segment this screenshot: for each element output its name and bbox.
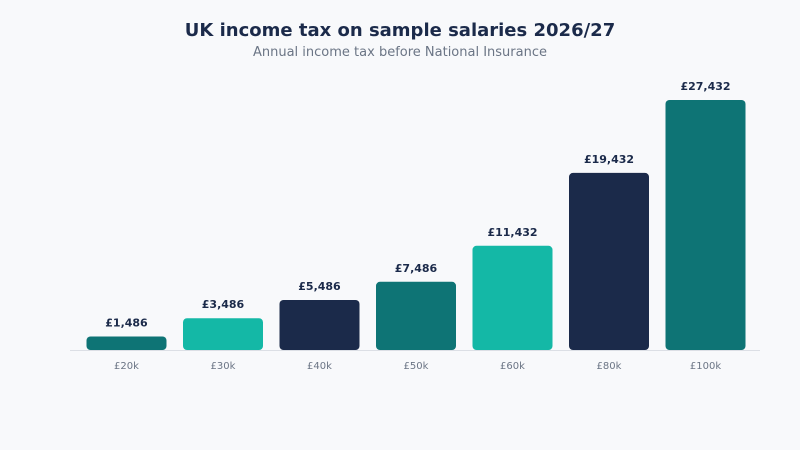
bar-0 — [86, 336, 167, 350]
value-label-1: £3,486 — [202, 298, 245, 311]
value-label-5: £19,432 — [584, 153, 634, 166]
value-label-6: £27,432 — [680, 80, 730, 93]
value-label-4: £11,432 — [487, 226, 537, 239]
bar-3 — [376, 281, 456, 350]
x-tick-label-4: £60k — [500, 361, 525, 372]
chart-subtitle: Annual income tax before National Insura… — [253, 45, 547, 60]
value-label-0: £1,486 — [105, 317, 148, 330]
x-tick-label-0: £20k — [114, 361, 139, 372]
x-tick-label-1: £30k — [211, 361, 236, 372]
x-tick-label-5: £80k — [597, 361, 622, 372]
bar-6 — [665, 100, 746, 350]
bar-1 — [183, 318, 263, 350]
x-tick-label-2: £40k — [307, 361, 332, 372]
labels-group: £1,486 £20k £3,486 £30k £5,486 £40k £7,486 £50k… — [105, 80, 730, 372]
chart-title: UK income tax on sample salaries 2026/27 — [185, 20, 615, 41]
bar-5 — [569, 172, 649, 350]
x-tick-label-6: £100k — [690, 361, 721, 372]
bar-4 — [472, 245, 553, 350]
bars-group — [86, 100, 746, 350]
value-label-3: £7,486 — [395, 262, 438, 275]
x-tick-label-3: £50k — [404, 361, 429, 372]
value-label-2: £5,486 — [298, 280, 341, 293]
bar-2 — [279, 300, 360, 350]
